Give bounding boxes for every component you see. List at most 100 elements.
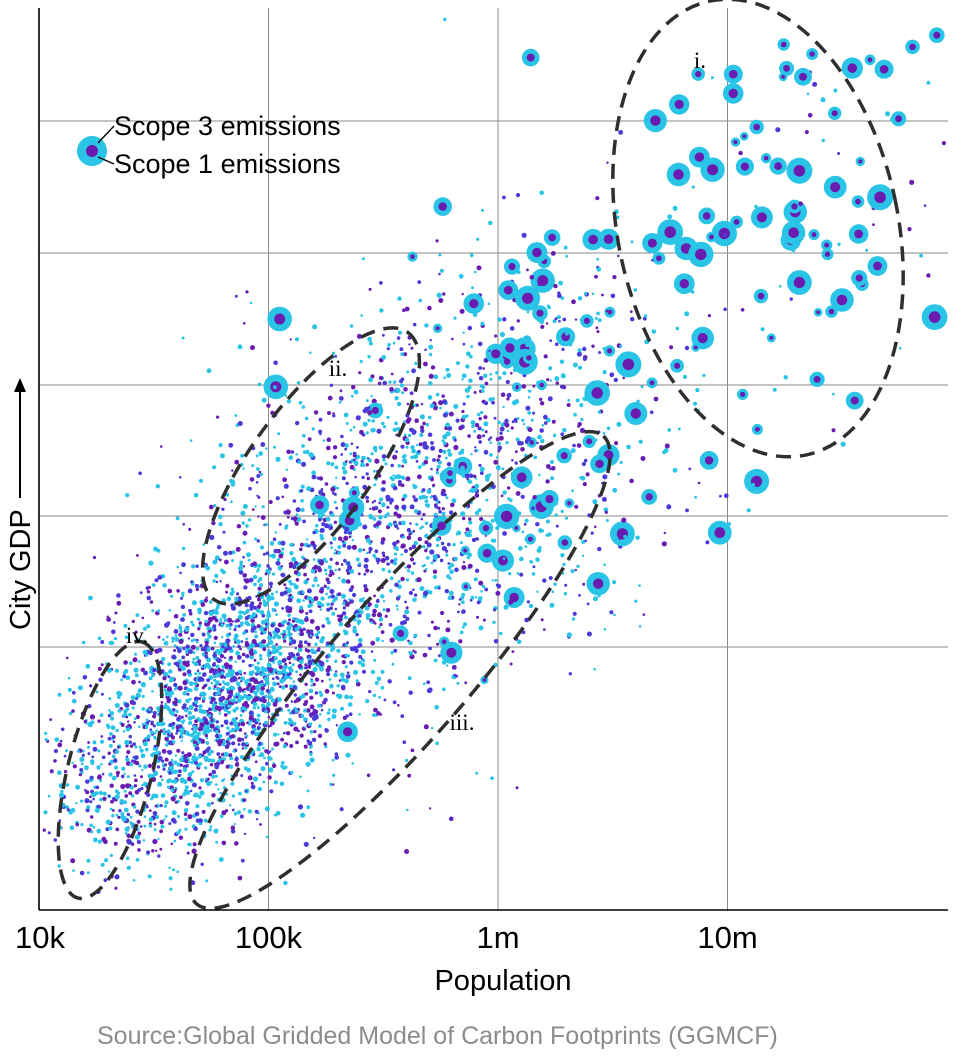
data-point — [602, 474, 608, 480]
data-point — [299, 631, 305, 637]
data-point-scope1 — [742, 134, 747, 139]
data-point — [603, 507, 609, 513]
data-point — [422, 545, 426, 549]
data-point — [577, 296, 583, 301]
data-point — [804, 130, 809, 135]
data-point — [133, 667, 139, 673]
data-point — [286, 399, 292, 404]
data-point — [110, 725, 116, 730]
data-point — [303, 579, 309, 585]
data-point — [210, 646, 215, 651]
data-point — [234, 624, 238, 628]
data-point — [189, 688, 193, 692]
data-point — [549, 602, 555, 608]
data-point — [157, 755, 163, 761]
data-point — [242, 530, 248, 536]
data-point — [479, 466, 485, 472]
data-point — [475, 537, 479, 541]
data-point — [528, 389, 532, 393]
data-point — [95, 690, 99, 694]
data-point — [479, 384, 484, 389]
data-point — [402, 740, 407, 744]
data-point — [272, 681, 276, 685]
data-point — [394, 522, 397, 525]
data-point — [580, 417, 584, 422]
data-point — [807, 112, 813, 118]
data-point — [65, 805, 70, 809]
data-point — [283, 639, 287, 643]
data-point — [691, 185, 695, 189]
data-point — [719, 494, 722, 498]
data-point — [148, 708, 152, 712]
data-point — [242, 631, 247, 635]
data-point — [358, 371, 362, 375]
data-point — [129, 821, 133, 825]
data-point — [97, 839, 102, 844]
data-point-scope1 — [607, 309, 613, 315]
data-point — [406, 564, 412, 569]
data-point — [309, 714, 313, 718]
data-point — [108, 826, 113, 831]
data-point — [308, 688, 314, 694]
data-point — [422, 444, 428, 450]
data-point — [209, 723, 215, 729]
data-point — [267, 571, 271, 575]
data-point — [137, 848, 141, 852]
data-point — [299, 733, 304, 738]
data-point — [923, 204, 927, 207]
data-point — [375, 557, 381, 563]
data-point — [420, 428, 425, 433]
data-point-scope1 — [873, 261, 882, 271]
data-point — [124, 739, 130, 746]
data-point — [505, 379, 510, 385]
data-point — [211, 758, 216, 763]
data-point — [489, 373, 493, 376]
data-point — [428, 381, 433, 386]
data-point — [488, 473, 492, 477]
data-point — [500, 422, 505, 427]
data-point — [424, 521, 429, 525]
data-point — [303, 572, 307, 577]
data-point — [465, 527, 470, 532]
data-point — [347, 702, 353, 707]
data-point — [123, 772, 126, 775]
data-point — [273, 548, 279, 554]
data-point — [202, 543, 205, 546]
data-point — [677, 427, 681, 431]
data-point — [446, 619, 450, 623]
data-point — [281, 658, 287, 663]
data-point — [101, 755, 106, 760]
data-point — [251, 508, 255, 511]
data-point — [370, 650, 374, 653]
data-point — [270, 592, 274, 596]
data-point — [178, 828, 182, 832]
data-point — [470, 595, 475, 600]
data-point — [125, 783, 130, 788]
data-point — [433, 625, 438, 631]
data-point — [175, 646, 179, 650]
data-point — [221, 507, 225, 511]
data-point — [180, 596, 183, 600]
data-point — [219, 617, 223, 621]
data-point — [248, 663, 252, 668]
data-point — [288, 666, 293, 671]
data-point — [361, 257, 365, 261]
data-point — [257, 786, 262, 792]
data-point — [174, 661, 180, 667]
data-point — [495, 590, 501, 596]
data-point — [180, 617, 185, 622]
data-point — [427, 395, 433, 400]
data-point — [134, 755, 139, 760]
data-point — [162, 731, 167, 736]
data-point — [520, 494, 525, 499]
data-point — [229, 804, 232, 807]
data-point — [489, 436, 493, 440]
data-point — [597, 410, 601, 414]
data-point — [485, 477, 490, 482]
data-point — [438, 298, 444, 303]
data-point — [190, 620, 194, 624]
data-point — [370, 570, 373, 574]
data-point — [205, 879, 209, 883]
data-point — [392, 700, 397, 705]
data-point — [341, 611, 347, 616]
